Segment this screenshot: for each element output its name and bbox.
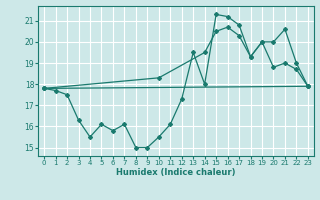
X-axis label: Humidex (Indice chaleur): Humidex (Indice chaleur) <box>116 168 236 177</box>
